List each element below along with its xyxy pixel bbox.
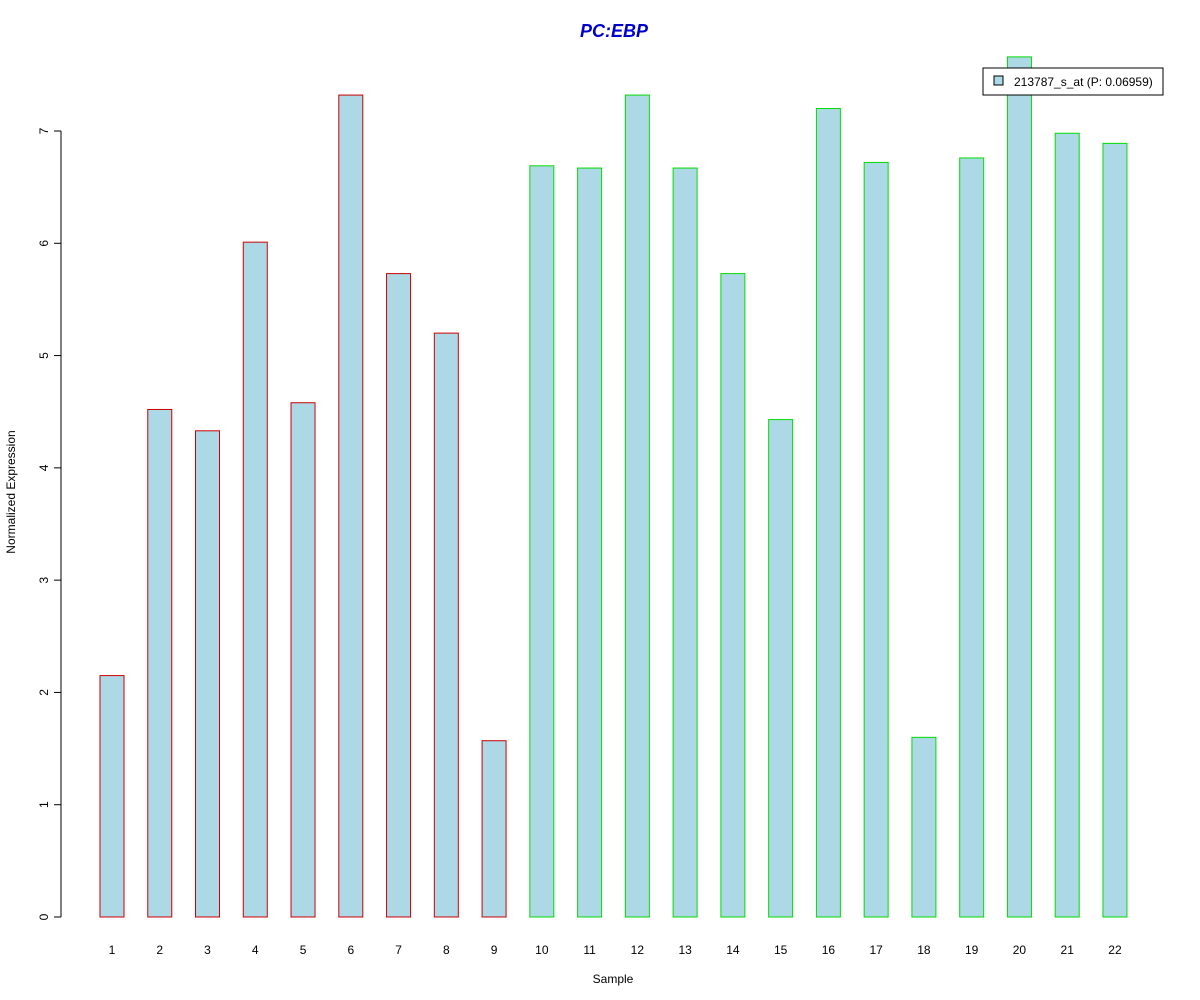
y-tick-label: 7 [37,127,51,134]
x-tick-label: 13 [678,943,692,957]
legend-label: 213787_s_at (P: 0.06959) [1014,75,1153,89]
x-tick-label: 20 [1013,943,1027,957]
x-axis-label: Sample [593,972,634,986]
x-tick-label: 14 [726,943,740,957]
y-tick-label: 3 [37,576,51,583]
x-tick-label: 3 [204,943,211,957]
x-tick-label: 1 [109,943,116,957]
y-tick-label: 0 [37,913,51,920]
x-tick-label: 6 [347,943,354,957]
x-tick-label: 18 [917,943,931,957]
chart-title: PC:EBP [580,21,649,41]
bar-sample-11 [577,167,603,918]
x-tick-label: 22 [1108,943,1122,957]
x-tick-label: 9 [491,943,498,957]
bar-sample-5 [290,402,316,918]
bar-sample-1 [99,675,125,918]
bar-sample-22 [1102,142,1128,918]
x-tick-label: 11 [583,943,596,957]
y-axis-label: Normalized Expression [4,430,18,553]
bar-sample-13 [672,167,698,918]
x-axis: 1 2 3 4 5 6 7 8 9 10 11 12 13 14 15 16 17 18 19 20 21 22 [109,943,1122,957]
bar-sample-15 [768,419,794,918]
bar-sample-9 [481,740,507,918]
bar-sample-14 [720,273,746,918]
bar-sample-16 [815,108,841,918]
bar-sample-19 [959,157,985,918]
y-tick-label: 5 [37,352,51,359]
bar-sample-4 [242,241,268,918]
y-tick-label: 1 [37,801,51,808]
x-tick-label: 8 [443,943,450,957]
x-tick-label: 5 [300,943,307,957]
bar-sample-18 [911,736,937,918]
bar-sample-3 [195,430,221,918]
bar-sample-2 [147,408,173,918]
bar-sample-7 [386,273,412,918]
bar-sample-21 [1054,132,1080,918]
x-tick-label: 16 [822,943,836,957]
x-tick-label: 15 [774,943,788,957]
bar-sample-8 [433,332,459,918]
x-tick-label: 2 [156,943,163,957]
y-axis: 0 1 2 3 4 5 6 7 [37,127,62,920]
y-tick-label: 2 [37,689,51,696]
bar-sample-12 [624,94,650,918]
bar-sample-20 [1006,56,1032,918]
legend-swatch [993,75,1004,86]
x-tick-label: 10 [535,943,549,957]
legend-box [982,67,1164,96]
y-tick-label: 6 [37,240,51,247]
legend: 213787_s_at (P: 0.06959) [982,67,1164,96]
x-tick-label: 12 [631,943,645,957]
bar-sample-17 [863,161,889,918]
bar-sample-10 [529,165,555,918]
x-tick-label: 21 [1061,943,1075,957]
bars [99,56,1128,918]
bar-sample-6 [338,94,364,918]
x-tick-label: 17 [869,943,883,957]
x-tick-label: 4 [252,943,259,957]
x-tick-label: 19 [965,943,979,957]
y-tick-label: 4 [37,464,51,471]
x-tick-label: 7 [395,943,402,957]
